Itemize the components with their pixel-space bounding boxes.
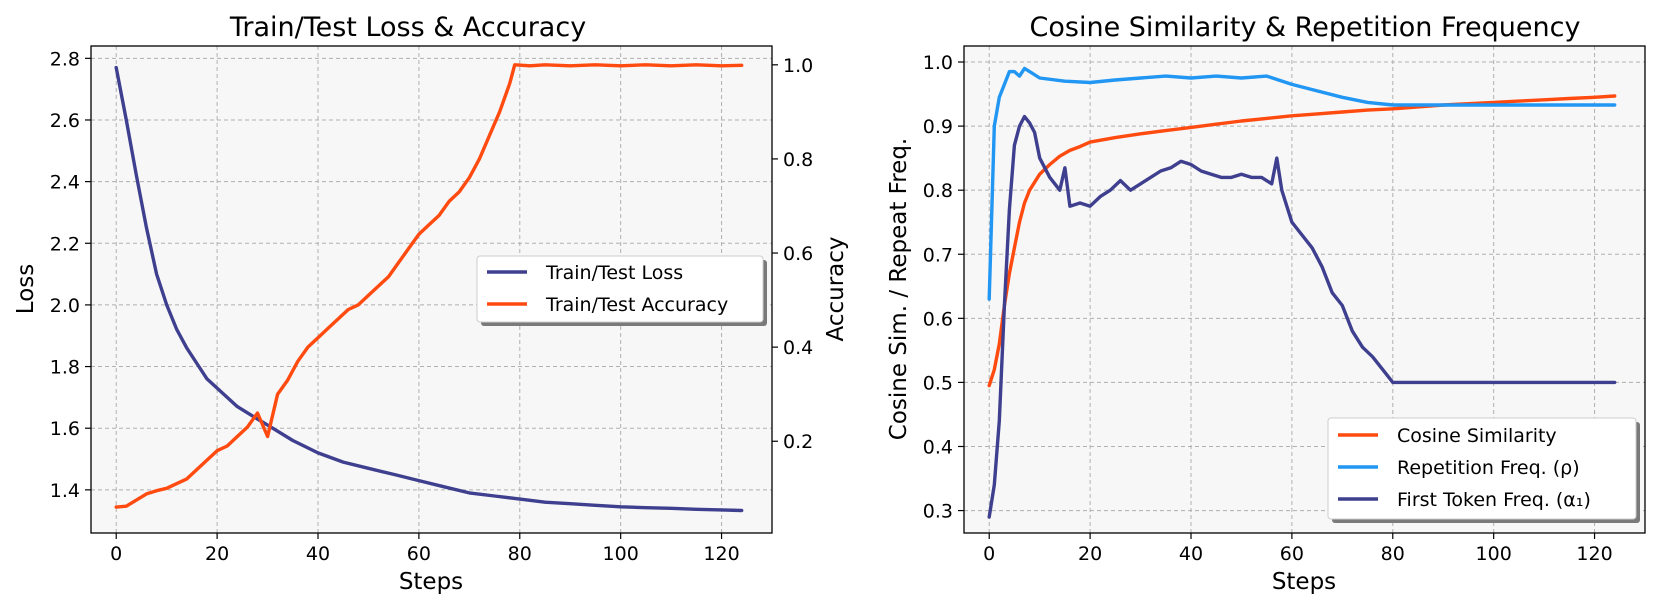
x-tick-label: 80 (508, 543, 532, 565)
y2-axis-label: Accuracy (823, 236, 849, 341)
y-tick-label: 2.8 (50, 48, 80, 70)
x-tick-label: 40 (306, 543, 330, 565)
y-tick-label: 1.0 (923, 52, 953, 74)
y-tick-label: 0.6 (923, 308, 953, 330)
legend-label-first-token: First Token Freq. (α₁) (1397, 489, 1591, 511)
legend: Train/Test Loss Train/Test Accuracy (476, 255, 767, 326)
x-tick-label: 100 (1476, 543, 1512, 565)
y-tick-label: 0.5 (923, 372, 953, 394)
y-tick-label: 0.3 (923, 501, 953, 523)
chart-title: Train/Test Loss & Accuracy (229, 12, 586, 43)
x-tick-label: 100 (603, 543, 639, 565)
y2-tick-label: 0.8 (783, 149, 813, 171)
y-tick-label: 0.4 (923, 436, 953, 458)
y-tick-label: 0.7 (923, 244, 953, 266)
x-axis-ticks: 0 20 40 60 80 100 120 (110, 533, 740, 565)
y2-tick-label: 0.4 (783, 337, 813, 359)
y2-tick-label: 1.0 (783, 55, 813, 77)
legend-label-accuracy: Train/Test Accuracy (545, 294, 728, 316)
legend-box (476, 255, 764, 323)
x-tick-label: 0 (983, 543, 995, 565)
series-lines (987, 66, 1617, 519)
y-axis-label: Loss (13, 264, 39, 314)
x-tick-label: 120 (703, 543, 739, 565)
x-tick-label: 20 (1078, 543, 1102, 565)
plot-frame (963, 45, 1646, 534)
x-tick-label: 60 (407, 543, 431, 565)
y-tick-label: 2.0 (50, 295, 80, 317)
x-tick-label: 20 (205, 543, 229, 565)
y2-axis-ticks: 0.2 0.4 0.6 0.8 1.0 (772, 55, 813, 453)
x-tick-label: 120 (1576, 543, 1612, 565)
loss-accuracy-chart: Train/Test Loss & Accuracy 0 20 40 60 80 100 1… (13, 12, 849, 595)
plot-frame (90, 45, 773, 534)
y-tick-label: 0.8 (923, 180, 953, 202)
series-line-train-test-accuracy (114, 63, 744, 509)
y-axis-label: Cosine Sim. / Repeat Freq. (886, 138, 912, 440)
legend-box (1327, 417, 1637, 520)
legend-label-cosine: Cosine Similarity (1397, 425, 1557, 447)
y-tick-label: 1.6 (50, 418, 80, 440)
series-lines (114, 63, 744, 513)
y-tick-label: 2.4 (50, 172, 80, 194)
y-tick-label: 0.9 (923, 116, 953, 138)
y-tick-label: 1.4 (50, 480, 80, 502)
chart-title: Cosine Similarity & Repetition Frequency (1030, 12, 1581, 43)
x-tick-label: 40 (1179, 543, 1203, 565)
x-axis-label: Steps (1272, 569, 1336, 595)
y-axis-ticks: 0.3 0.4 0.5 0.6 0.7 0.8 0.9 1.0 (923, 52, 964, 523)
series-line-repetition-freq (987, 66, 1617, 301)
y-tick-label: 1.8 (50, 357, 80, 379)
legend-label-loss: Train/Test Loss (545, 262, 683, 284)
y-tick-label: 2.2 (50, 233, 80, 255)
x-tick-label: 60 (1280, 543, 1304, 565)
legend-label-repetition: Repetition Freq. (ρ) (1397, 457, 1580, 479)
x-axis-label: Steps (399, 569, 463, 595)
series-line-first-token-freq (987, 114, 1617, 519)
y2-tick-label: 0.2 (783, 431, 813, 453)
legend: Cosine Similarity Repetition Freq. (ρ) F… (1327, 417, 1640, 523)
x-axis-ticks: 0 20 40 60 80 100 120 (983, 533, 1613, 565)
series-line-train-test-loss (114, 65, 744, 513)
x-tick-label: 0 (110, 543, 122, 565)
x-tick-label: 80 (1381, 543, 1405, 565)
y-axis-ticks: 1.4 1.6 1.8 2.0 2.2 2.4 2.6 2.8 (50, 48, 91, 502)
y-tick-label: 2.6 (50, 110, 80, 132)
cosine-repetition-chart: Cosine Similarity & Repetition Frequency… (886, 12, 1646, 595)
y2-tick-label: 0.6 (783, 243, 813, 265)
